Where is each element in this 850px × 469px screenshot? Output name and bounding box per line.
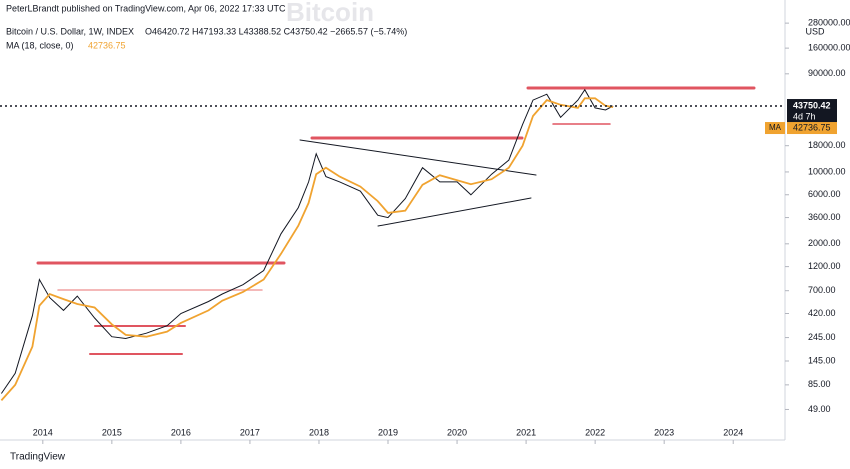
ma-tag-box [765, 122, 785, 135]
x-tick-label: 2016 [171, 427, 191, 437]
x-tick-label: 2015 [102, 427, 122, 437]
y-tick-label: 2000.00 [808, 238, 841, 248]
y-tick-label: 10000.00 [808, 166, 846, 176]
symbol: Bitcoin / U.S. Dollar, 1W, INDEX [6, 26, 134, 36]
last-price-box [787, 99, 837, 124]
ma-line [0, 97, 614, 401]
price-line [0, 88, 614, 394]
countdown: 4d 7h [793, 111, 816, 121]
ohlc: O46420.72 H47193.33 L43388.52 C43750.42 … [145, 26, 407, 36]
y-tick-label: 6000.00 [808, 189, 841, 199]
ma-last-box [787, 122, 837, 135]
y-tick-label: 18000.00 [808, 140, 846, 150]
x-tick-label: 2018 [309, 427, 329, 437]
x-tick-label: 2014 [33, 427, 53, 437]
trend-line [299, 139, 537, 176]
y-tick-label: 280000.00 [808, 18, 850, 28]
y-tick-label: 1200.00 [808, 261, 841, 271]
x-tick-label: 2019 [378, 427, 398, 437]
ma-legend: MA (18, close, 0) [6, 40, 74, 50]
ma-legend-value: 42736.75 [88, 40, 126, 50]
x-tick-label: 2021 [516, 427, 536, 437]
brand: TradingView [10, 452, 66, 463]
ma-tag: MA [769, 123, 782, 132]
y-unit: USD [805, 26, 825, 36]
y-tick-label: 420.00 [808, 308, 836, 318]
y-tick-label: 245.00 [808, 332, 836, 342]
last-price-label: 43750.42 [793, 100, 831, 110]
y-tick-label: 700.00 [808, 285, 836, 295]
x-tick-label: 2017 [240, 427, 260, 437]
x-tick-label: 2022 [585, 427, 605, 437]
y-tick-label: 145.00 [808, 355, 836, 365]
y-tick-label: 160000.00 [808, 42, 850, 52]
x-tick-label: 2020 [447, 427, 467, 437]
y-tick-label: 3600.00 [808, 212, 841, 222]
x-tick-label: 2023 [654, 427, 674, 437]
ma-last-label: 42736.75 [793, 122, 831, 132]
trend-line [377, 197, 532, 227]
x-tick-label: 2024 [723, 427, 743, 437]
watermark: Bitcoin [286, 0, 374, 27]
publisher: PeterLBrandt published on TradingView.co… [6, 3, 286, 13]
y-tick-label: 85.00 [808, 379, 831, 389]
y-tick-label: 90000.00 [808, 68, 846, 78]
drawings [36, 86, 756, 355]
y-tick-label: 49.00 [808, 404, 831, 414]
